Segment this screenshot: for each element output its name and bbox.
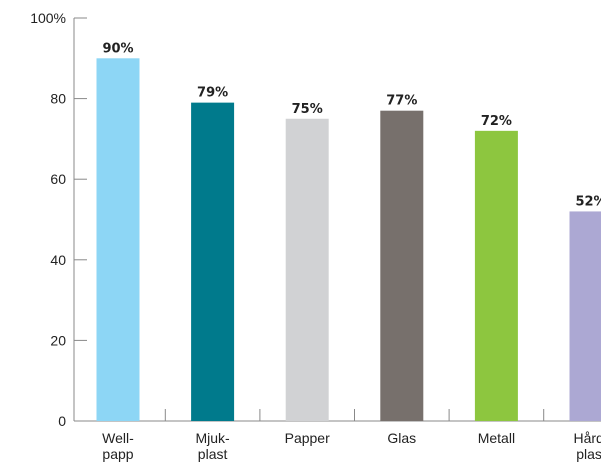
x-category-label-line: Papper [285,430,330,446]
x-category-label: Well-papp [102,430,134,462]
y-tick-label: 80 [50,91,66,107]
x-category-label-line: papp [102,446,133,462]
x-category-label-line: Glas [387,430,416,446]
data-labels: 90% 79% 75% 77% 72% 52% [102,41,601,209]
x-category-label-line: plast [576,446,601,462]
y-tick-label: 20 [50,332,66,348]
x-category-label: Mjuk-plast [195,430,230,462]
y-tick-label: 100% [30,10,66,26]
data-label: 90% [102,41,133,56]
y-tick-label: 60 [50,171,66,187]
x-category-label-line: Hård- [573,430,601,446]
bar [380,110,424,421]
bar [191,102,235,421]
x-category-label-line: plast [198,446,228,462]
y-tick-label: 40 [50,252,66,268]
x-category-label: Papper [285,430,330,446]
x-axis: Well-papp Mjuk-plast Papper Glas Metall Hård-… [74,409,601,462]
data-label: 79% [197,86,228,101]
y-tick-label: 0 [58,413,66,429]
y-axis: 0 20 40 60 80 100% [30,10,87,429]
bar [474,130,518,421]
data-label: 52% [575,194,601,209]
x-category-label: Metall [478,430,515,446]
bars [96,58,601,422]
data-label: 77% [386,94,417,109]
bar [96,58,140,422]
x-category-label-line: Well- [102,430,134,446]
bar [569,211,601,421]
x-category-label: Glas [387,430,416,446]
x-category-label-line: Metall [478,430,515,446]
x-category-label-line: Mjuk- [195,430,230,446]
x-category-label: Hård-plast [573,430,601,462]
data-label: 75% [292,102,323,117]
data-label: 72% [481,114,512,129]
bar [285,118,329,421]
